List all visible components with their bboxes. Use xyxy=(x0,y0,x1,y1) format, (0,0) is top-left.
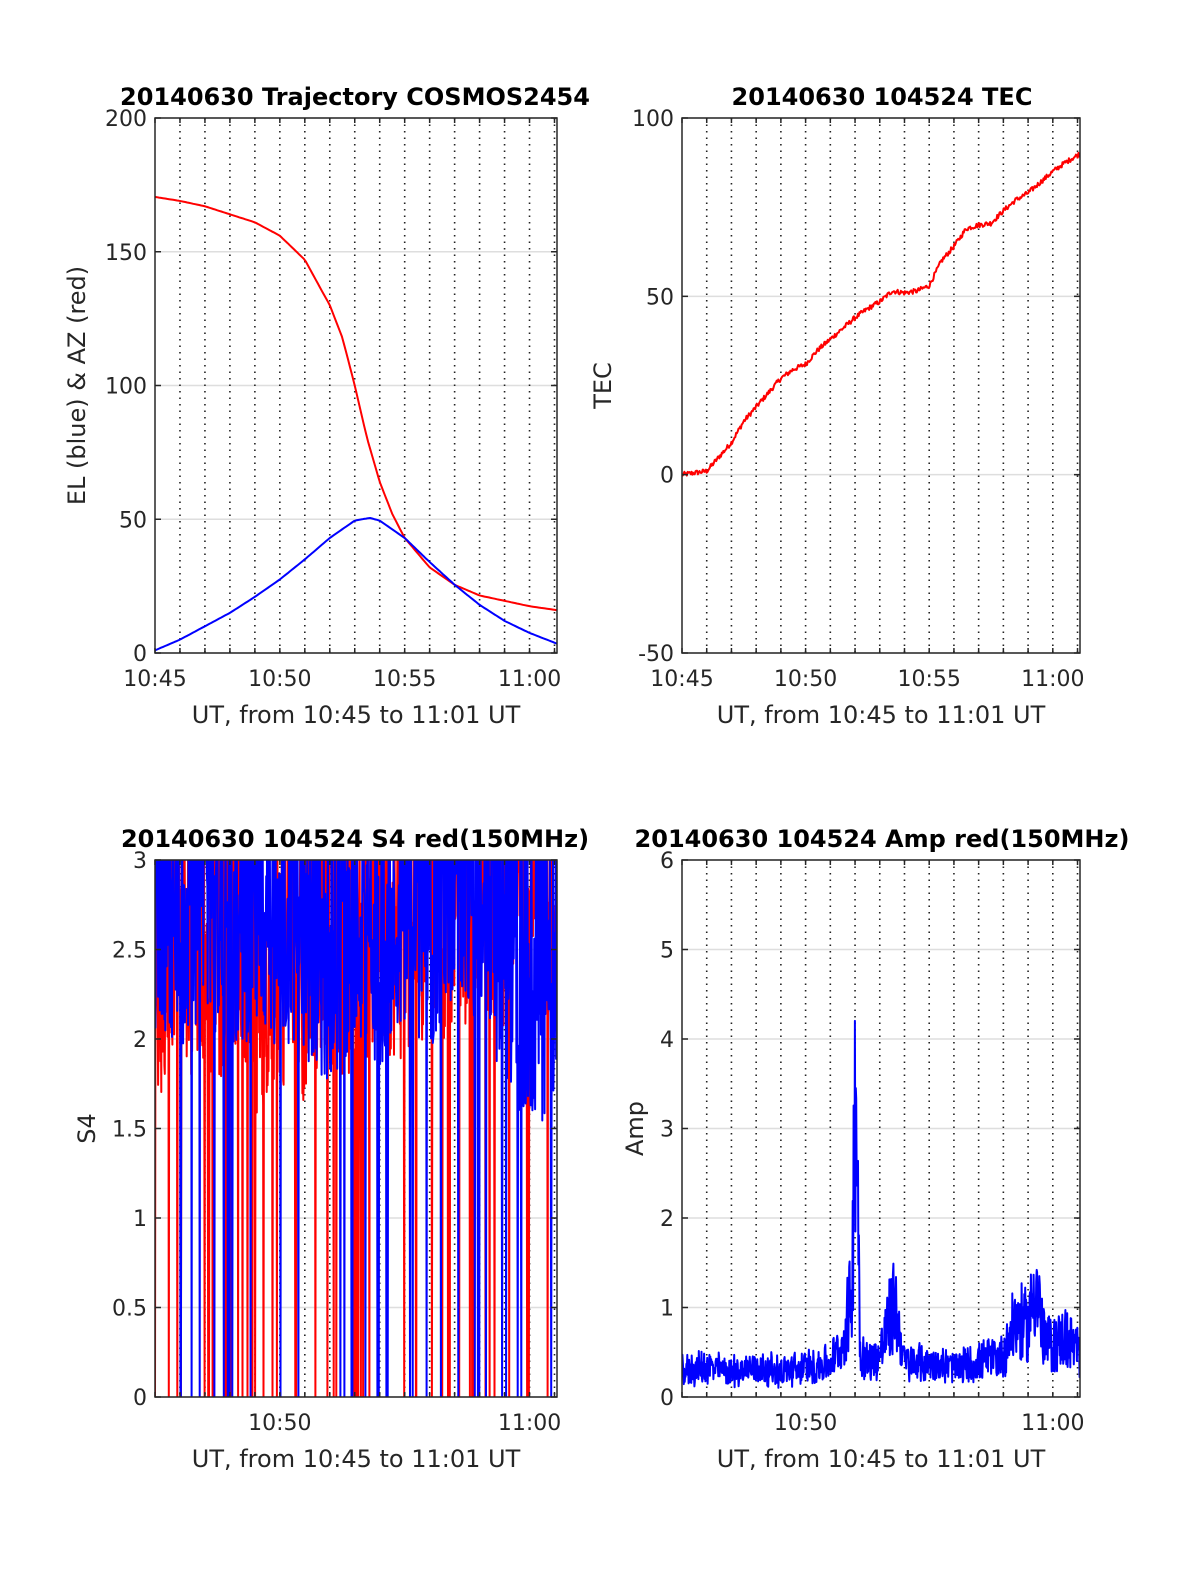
y-axis-label: Amp xyxy=(621,1101,649,1156)
x-tick-label: 10:50 xyxy=(774,1411,837,1436)
series-group xyxy=(682,151,1080,477)
s4-chart: 0 0.5 1 1.5 2 2.5 3 10:50 11:00 20140630 104524 S… xyxy=(73,825,589,1473)
x-tick-label: 11:00 xyxy=(498,1411,561,1436)
y-tick-label: 1 xyxy=(660,1297,674,1322)
y-tick-label: -50 xyxy=(638,642,674,667)
y-tick-label: 1.5 xyxy=(112,1118,147,1143)
series-group xyxy=(155,195,557,652)
y-axis-label: TEC xyxy=(589,362,617,410)
x-axis-label: UT, from 10:45 to 11:01 UT xyxy=(192,701,521,729)
x-tick-label: 10:50 xyxy=(248,1411,311,1436)
x-tick-label: 11:00 xyxy=(1021,667,1084,692)
y-tick-label: 0 xyxy=(133,642,147,667)
y-tick-label: 6 xyxy=(660,849,674,874)
y-tick-label: 100 xyxy=(632,107,674,132)
y-tick-label: 0 xyxy=(660,1386,674,1411)
y-axis-label: S4 xyxy=(73,1113,101,1144)
y-tick-label: 5 xyxy=(660,939,674,964)
chart-title: 20140630 Trajectory COSMOS2454 xyxy=(120,83,590,111)
y-tick-label: 50 xyxy=(119,508,147,533)
series-group xyxy=(155,860,557,1397)
x-tick-label: 10:45 xyxy=(123,667,186,692)
x-tick-label: 11:00 xyxy=(498,667,561,692)
series-line-0 xyxy=(682,151,1080,477)
trajectory-chart: 0 50 100 150 200 10:45 10:50 10:55 11:00 20140630… xyxy=(63,83,590,729)
y-tick-label: 0 xyxy=(133,1386,147,1411)
y-tick-label: 2 xyxy=(133,1028,147,1053)
amp-chart: 0 1 2 3 4 5 6 10:50 11:00 20140630 104524 Amp red… xyxy=(621,825,1129,1473)
y-tick-label: 3 xyxy=(133,849,147,874)
chart-title: 20140630 104524 TEC xyxy=(732,83,1033,111)
series-line-0 xyxy=(155,195,557,612)
x-axis-label: UT, from 10:45 to 11:01 UT xyxy=(717,1445,1046,1473)
series-line-1 xyxy=(155,517,557,652)
chart-title: 20140630 104524 S4 red(150MHz) xyxy=(121,825,589,853)
x-tick-label: 10:55 xyxy=(898,667,961,692)
series-line-1 xyxy=(155,860,557,1397)
series-group xyxy=(682,1019,1080,1389)
x-tick-label: 10:45 xyxy=(650,667,713,692)
y-tick-label: 2 xyxy=(660,1207,674,1232)
y-tick-label: 50 xyxy=(646,285,674,310)
y-axis-label: EL (blue) & AZ (red) xyxy=(63,266,91,505)
x-tick-label: 10:50 xyxy=(774,667,837,692)
x-axis-label: UT, from 10:45 to 11:01 UT xyxy=(717,701,1046,729)
x-axis-label: UT, from 10:45 to 11:01 UT xyxy=(192,1445,521,1473)
y-tick-label: 200 xyxy=(105,107,147,132)
y-tick-label: 4 xyxy=(660,1028,674,1053)
y-tick-label: 0 xyxy=(660,464,674,489)
y-tick-label: 1 xyxy=(133,1207,147,1232)
y-tick-label: 0.5 xyxy=(112,1297,147,1322)
y-tick-label: 150 xyxy=(105,241,147,266)
tec-chart: -50 0 50 100 10:45 10:50 10:55 11:00 20140630 10… xyxy=(589,83,1085,729)
x-tick-label: 10:50 xyxy=(248,667,311,692)
series-line-0 xyxy=(682,1019,1080,1389)
y-tick-label: 2.5 xyxy=(112,939,147,964)
y-tick-label: 3 xyxy=(660,1118,674,1143)
y-tick-label: 100 xyxy=(105,375,147,400)
x-tick-label: 10:55 xyxy=(373,667,436,692)
axes-box xyxy=(681,117,1081,654)
x-tick-label: 11:00 xyxy=(1021,1411,1084,1436)
chart-title: 20140630 104524 Amp red(150MHz) xyxy=(635,825,1130,853)
